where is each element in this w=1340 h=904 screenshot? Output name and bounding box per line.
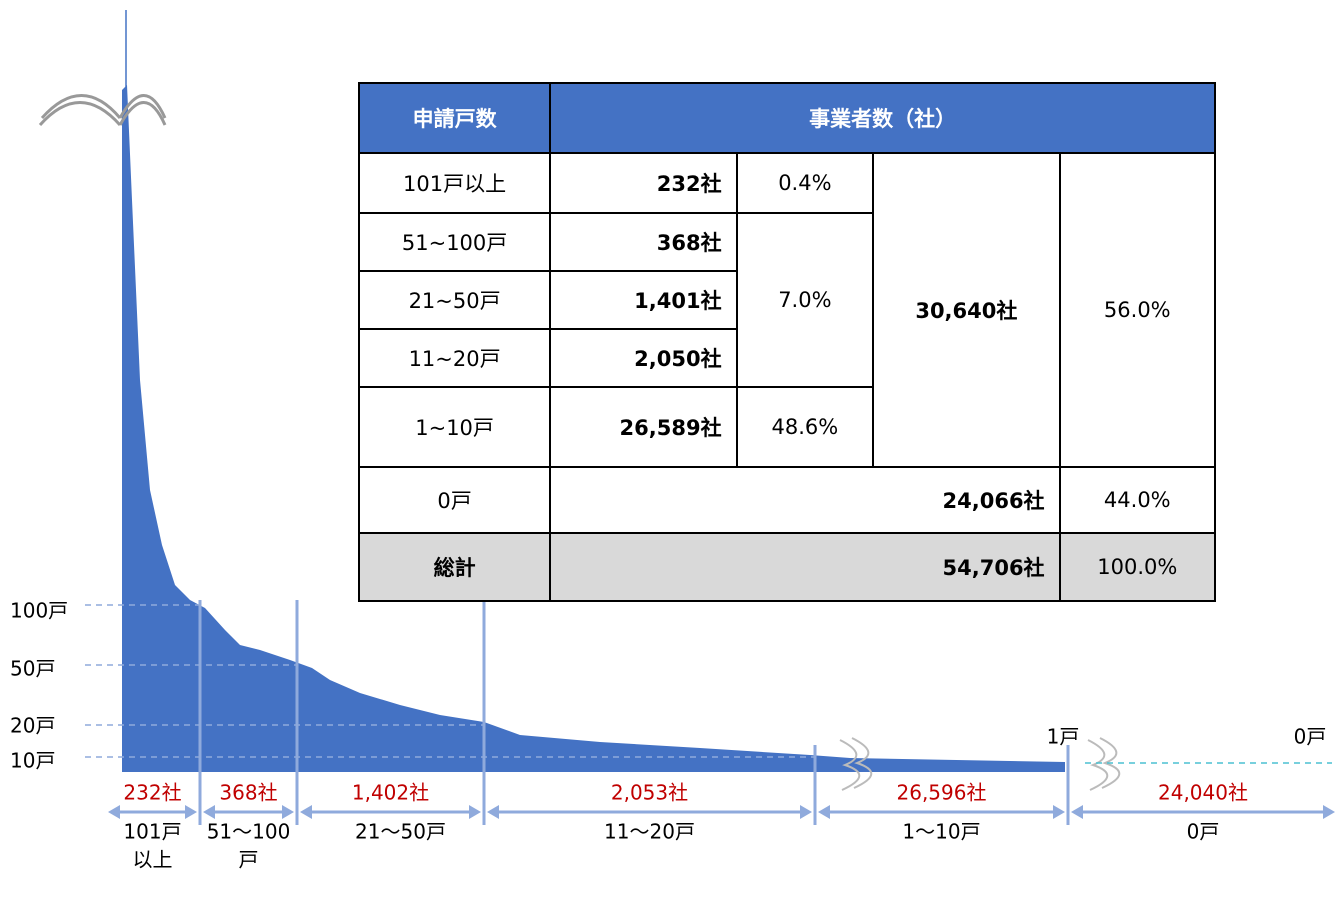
range-label: 21～50戸 (355, 820, 446, 844)
range-label: 11～20戸 (604, 820, 695, 844)
cell: 48.6% (735, 386, 875, 468)
count-label: 26,596社 (897, 781, 987, 805)
count-label: 368社 (219, 781, 277, 805)
cell: 24,066社 (549, 466, 1061, 534)
range-label: 1～10戸 (902, 820, 980, 844)
cell: 51~100戸 (357, 212, 552, 272)
cell: 11~20戸 (357, 328, 552, 388)
cell: 21~50戸 (357, 270, 552, 330)
range-label: 0戸 (1187, 820, 1220, 844)
cell: 0.4% (735, 152, 875, 214)
cell: 44.0% (1058, 466, 1217, 534)
range-label: 戸 (239, 848, 259, 872)
break-mark (38, 94, 167, 126)
y-label: 20戸 (10, 714, 55, 738)
cell: 232社 (549, 152, 738, 214)
cell: 1~10戸 (357, 386, 552, 468)
range-label: 51～100 (207, 820, 291, 844)
cell: 1,401社 (549, 270, 738, 330)
end-label: 1戸 (1047, 725, 1080, 749)
y-label: 10戸 (10, 749, 55, 773)
count-label: 1,402社 (352, 781, 429, 805)
y-label: 50戸 (10, 657, 55, 681)
cell: 総計 (357, 532, 552, 602)
cell: 0戸 (357, 466, 552, 534)
cell: 56.0% (1058, 152, 1217, 468)
guide-lines (85, 604, 815, 758)
break-mark (839, 737, 1121, 791)
header: 申請戸数 (357, 82, 552, 154)
cell: 100.0% (1058, 532, 1217, 602)
range-label: 101戸 (123, 820, 181, 844)
cell: 7.0% (735, 212, 875, 388)
range-label: 以上 (133, 848, 173, 872)
count-label: 2,053社 (611, 781, 688, 805)
count-label: 24,040社 (1158, 781, 1248, 805)
cell: 368社 (549, 212, 738, 272)
y-label: 100戸 (10, 599, 68, 623)
area (122, 85, 1065, 772)
cell: 101戸以上 (357, 152, 552, 214)
count-label: 232社 (123, 781, 181, 805)
cell: 2,050社 (549, 328, 738, 388)
cell: 30,640社 (872, 152, 1061, 468)
cell: 54,706社 (549, 532, 1061, 602)
summary-table: 申請戸数 事業者数（社） 101戸以上 232社 0.4% 30,640社 56.0% 5… (357, 82, 1217, 602)
header: 事業者数（社） (549, 82, 1216, 154)
end-label: 0戸 (1294, 725, 1327, 749)
cell: 26,589社 (549, 386, 738, 468)
